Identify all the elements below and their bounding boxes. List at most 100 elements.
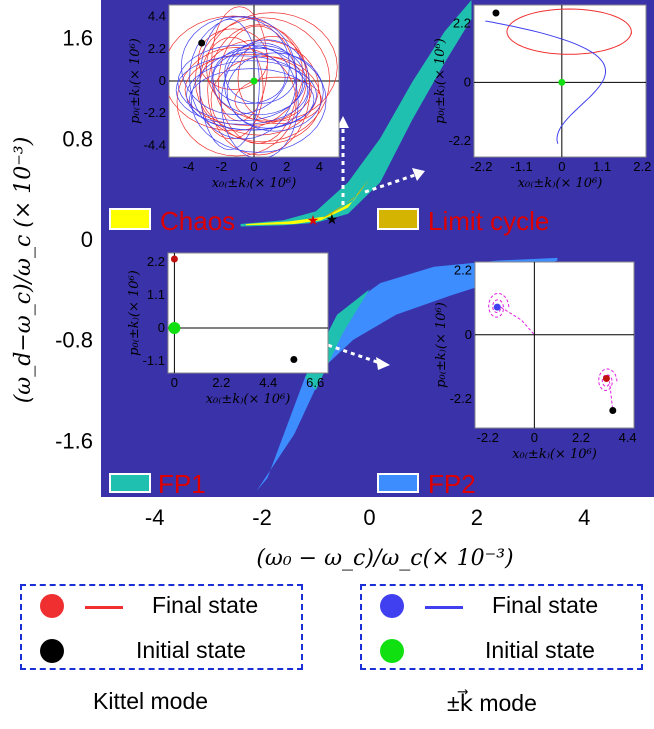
- inset-x-tick: 0: [558, 159, 565, 174]
- start-marker-1: ★: [326, 211, 339, 227]
- inset-x-tick: 0: [171, 375, 178, 390]
- kittel-initial-point: [290, 356, 298, 363]
- kittel-final-line: [85, 606, 123, 609]
- k-mode-legend-box: [360, 584, 643, 670]
- upper-phase-band: [240, 0, 472, 227]
- y-tick-label: 0.8: [62, 126, 93, 151]
- limit-cycle-inset: -2.2 -1.1 0 1.1 2.2 2.2 0 -2.2 x₀₍±k₎(× 10⁶) p₀₍±…: [433, 4, 651, 191]
- inset-x-label: x₀₍±k₎(× 10⁶): [512, 447, 597, 462]
- fp2-trajectory: [488, 292, 535, 336]
- inset-x-tick: 1.1: [593, 159, 611, 174]
- chaos-label: Chaos: [160, 206, 235, 236]
- limit-cycle-swatch: [377, 208, 419, 230]
- inset-y-tick: 0: [159, 73, 166, 88]
- fp2-swatch: [377, 473, 419, 493]
- y-axis-label: (ω_d−ω_c)/ω_c (× 10⁻³): [11, 137, 36, 404]
- k-final-point: [493, 303, 501, 311]
- inset-y-label: p₀₍±k₎(× 10⁶): [128, 38, 143, 124]
- inset-trajectories: [485, 8, 632, 144]
- chaos-inset: -4 -2 0 2 4 4.4 2.2 0 -2.2 -4.4 x₀₍±k₎(× 10⁶) p₀₍±k…: [128, 4, 340, 191]
- kittel-initial-point: [609, 407, 617, 415]
- fp2-inset: -2.2 0 2.2 4.4 2.2 0 -2.2 x₀₍±k₎(× 10⁶) p₀₍±k₎(×…: [434, 261, 637, 462]
- inset-y-tick: 0: [465, 327, 472, 342]
- inset-y-label: p₀₍±k₎(× 10⁶): [127, 270, 142, 356]
- kittel-mode-title: Kittel mode: [93, 688, 209, 714]
- fp2-label: FP2: [428, 469, 476, 499]
- kittel-trajectory: [169, 6, 338, 157]
- kittel-final-dot: [40, 594, 64, 618]
- x-tick-label: 4: [578, 505, 590, 530]
- k-final-label: Final state: [492, 592, 599, 618]
- k-mode-title: ±k⃗ mode: [447, 690, 537, 716]
- arrow-head-limit: [412, 168, 425, 181]
- fp2-kittel-trajectory: [598, 368, 618, 411]
- inset-y-tick: 2.2: [453, 16, 471, 31]
- kittel-final-label: Final state: [152, 592, 259, 618]
- inset-frame: [474, 261, 635, 429]
- inset-plots: -4 -2 0 2 4 4.4 2.2 0 -2.2 -4.4 x₀₍±k₎(× 10⁶) p₀₍±k…: [127, 4, 651, 462]
- limit-cycle-label: Limit cycle: [428, 206, 549, 236]
- y-tick-label: 0: [81, 227, 93, 252]
- inset-y-tick: 0: [464, 74, 471, 89]
- inset-x-tick: 4: [316, 159, 323, 174]
- kittel-initial-point: [198, 39, 206, 47]
- k-final-line: [425, 606, 463, 609]
- inset-y-tick: 2.2: [147, 254, 165, 269]
- inset-y-tick: 0: [158, 320, 165, 335]
- fp1-inset: 0 2.2 4.4 6.6 2.2 1.1 0 -1.1 x₀₍±k₎(× 10⁶) p₀₍±k₎…: [127, 252, 329, 407]
- kittel-trajectory: [506, 8, 632, 55]
- y-axis-ticks: 1.6 0.8 0 -0.8 -1.6: [55, 26, 93, 454]
- inset-trajectories: [169, 6, 338, 157]
- inset-x-label: x₀₍±k₎(× 10⁶): [518, 176, 603, 191]
- inset-x-tick: -1.1: [510, 159, 532, 174]
- inset-y-tick: 2.2: [148, 41, 166, 56]
- inset-x-tick: 0: [250, 159, 257, 174]
- chaos-swatch: [109, 208, 151, 230]
- x-tick-label: -2: [252, 505, 272, 530]
- k-final-point: [168, 322, 181, 334]
- arrow-head-chaos: [337, 116, 349, 128]
- kittel-initial-dot: [40, 639, 64, 663]
- kittel-legend-box: [20, 584, 303, 670]
- kittel-final-point: [170, 255, 178, 263]
- inset-x-tick: -2.2: [477, 430, 499, 445]
- fp1-swatch: [109, 473, 151, 493]
- inset-y-tick: -4.4: [144, 137, 166, 152]
- inset-frame: [167, 252, 329, 374]
- inset-x-tick: 4.4: [259, 375, 277, 390]
- x-tick-label: 0: [363, 505, 375, 530]
- inset-x-tick: 2.2: [572, 430, 590, 445]
- inset-x-tick: 2.2: [212, 375, 230, 390]
- k-mode-trajectory: [485, 20, 606, 144]
- inset-x-label: x₀₍±k₎(× 10⁶): [212, 176, 297, 191]
- k-initial-dot: [380, 639, 404, 663]
- arrow-to-limit-inset: [364, 173, 416, 194]
- k-initial-point: [250, 77, 258, 85]
- x-axis-label: (ω₀ − ω_c)/ω_c(× 10⁻³): [256, 546, 513, 571]
- k-mode-trajectory: [175, 15, 327, 157]
- inset-x-tick: 6.6: [306, 375, 324, 390]
- inset-x-tick: -2.2: [470, 159, 492, 174]
- inset-x-tick: -4: [183, 159, 195, 174]
- inset-x-tick: 0: [531, 430, 538, 445]
- inset-x-tick: 2.2: [633, 159, 651, 174]
- inset-y-tick: -1.1: [143, 353, 165, 368]
- arrow-head-fp2: [376, 357, 390, 370]
- inset-y-label: p₀₍±k₎(× 10⁶): [433, 38, 448, 124]
- y-tick-label: -1.6: [55, 428, 93, 453]
- inset-y-tick: -2.2: [144, 105, 166, 120]
- x-tick-label: -4: [145, 505, 165, 530]
- start-marker-0: ★: [307, 212, 320, 228]
- initial-point-markers: ★ ★: [307, 211, 338, 228]
- inset-x-tick: 2: [283, 159, 290, 174]
- inset-y-label: p₀₍±k₎(× 10⁶): [434, 302, 449, 388]
- inset-trajectories: [488, 292, 618, 411]
- inset-y-tick: -2.2: [450, 391, 472, 406]
- y-tick-label: -0.8: [55, 328, 93, 353]
- inset-y-tick: 1.1: [147, 287, 165, 302]
- k-initial-point: [558, 78, 566, 86]
- x-axis-ticks: -4 -2 0 2 4: [145, 505, 590, 530]
- fp1-label: FP1: [158, 469, 206, 499]
- inset-x-tick: -2: [216, 159, 228, 174]
